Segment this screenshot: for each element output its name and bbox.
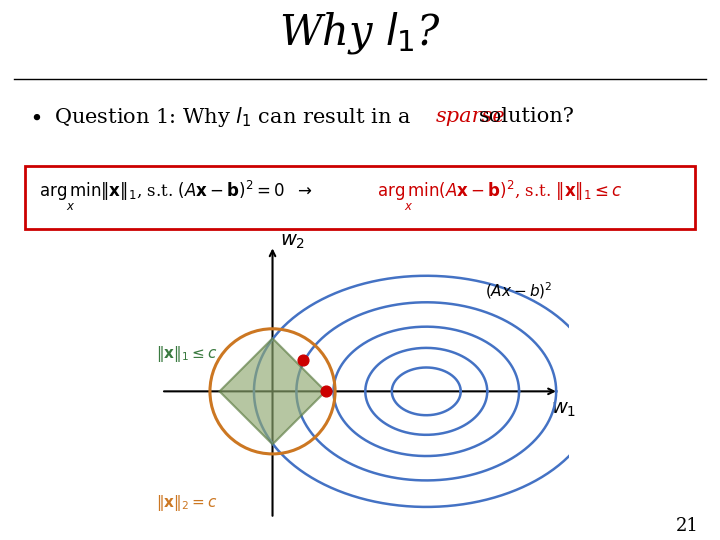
Text: sparse: sparse xyxy=(436,107,505,126)
Polygon shape xyxy=(220,339,325,444)
Text: $\|\mathbf{x}\|_1 \leq c$: $\|\mathbf{x}\|_1 \leq c$ xyxy=(156,344,217,365)
Text: 21: 21 xyxy=(675,517,698,535)
Text: $\underset{x}{\arg\min}(A\mathbf{x}-\mathbf{b})^2$, s.t. $\|\mathbf{x}\|_1\leq c: $\underset{x}{\arg\min}(A\mathbf{x}-\mat… xyxy=(377,179,622,213)
Point xyxy=(320,387,331,396)
Text: $\underset{x}{\arg\min}\|\mathbf{x}\|_1$, s.t. $(A\mathbf{x}-\mathbf{b})^2=0$  $: $\underset{x}{\arg\min}\|\mathbf{x}\|_1$… xyxy=(39,179,312,213)
Text: $\|\mathbf{x}\|_2 = c$: $\|\mathbf{x}\|_2 = c$ xyxy=(156,492,217,512)
Text: $(Ax-b)^2$: $(Ax-b)^2$ xyxy=(485,280,552,301)
Text: $\bullet$: $\bullet$ xyxy=(29,106,41,127)
FancyBboxPatch shape xyxy=(25,166,695,230)
Text: $w_1$: $w_1$ xyxy=(552,401,577,419)
Text: $w_2$: $w_2$ xyxy=(280,233,305,251)
Text: Question 1: Why $l_1$ can result in a: Question 1: Why $l_1$ can result in a xyxy=(54,105,411,129)
Text: Why $l_1$?: Why $l_1$? xyxy=(279,10,441,56)
Point xyxy=(297,355,309,364)
Text: solution?: solution? xyxy=(479,107,575,126)
